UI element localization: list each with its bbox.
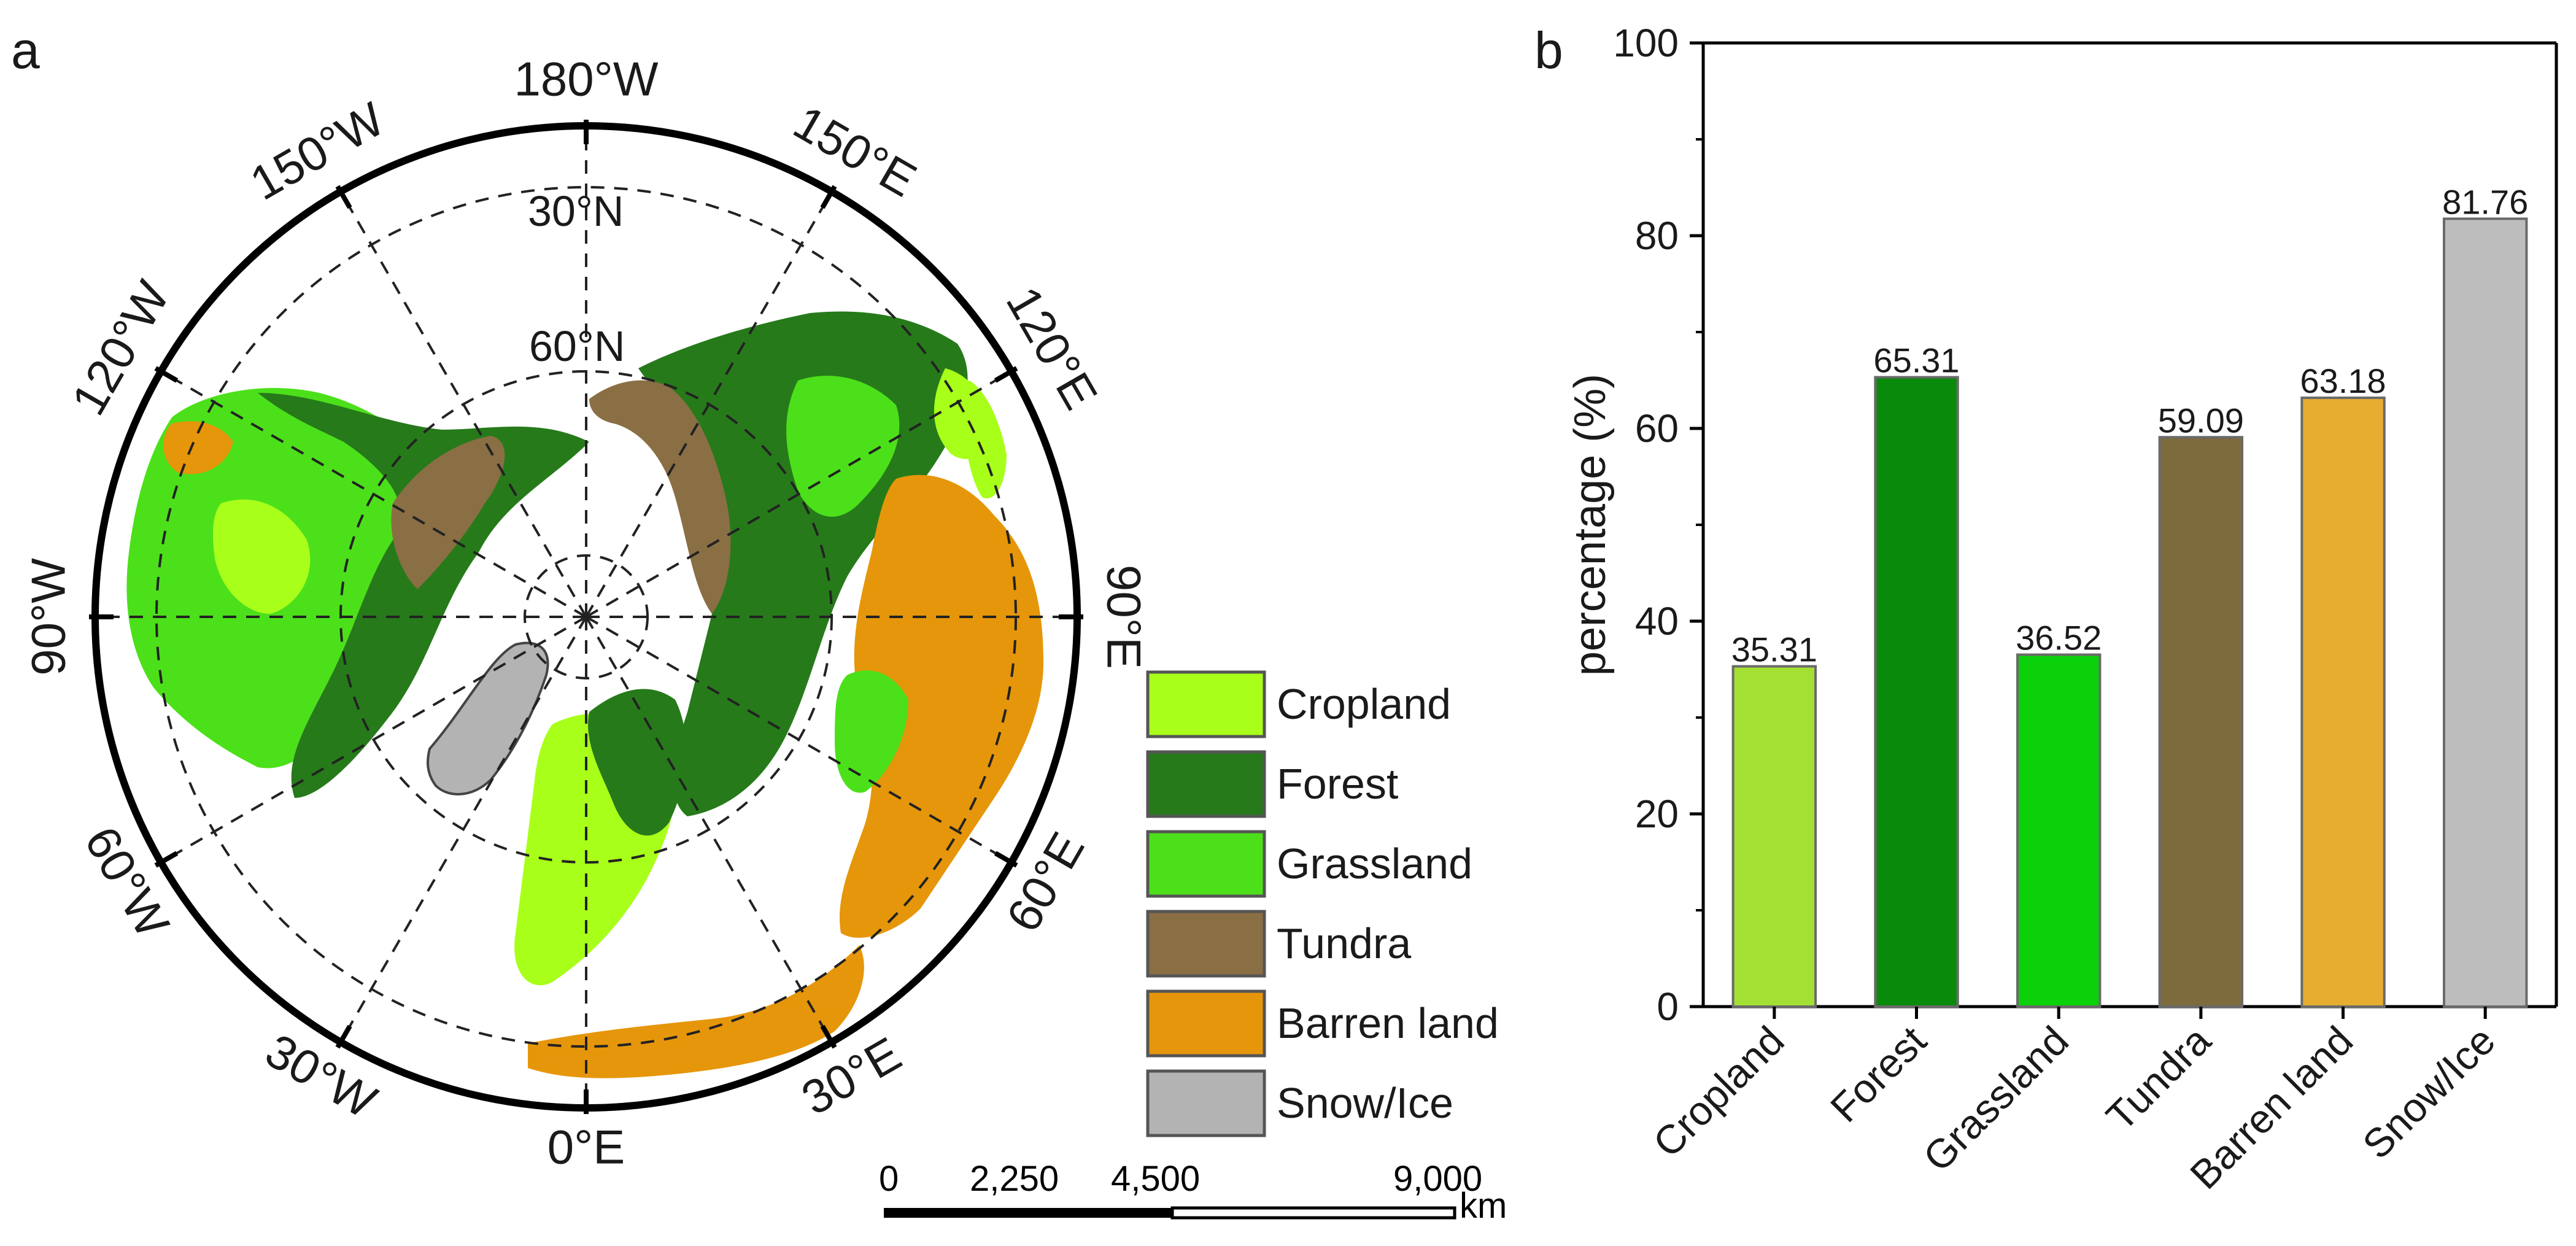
legend-swatch [1146,910,1266,978]
scale-tick-9000: 9,000 [1393,1159,1482,1199]
lon-label: 180°W [514,52,659,106]
y-tick-label: 80 [1635,214,1679,258]
graticule-meridian [585,191,833,618]
map-legend: Cropland Forest Grassland Tundra Barren land… [1146,670,1499,1137]
bar [2158,436,2243,1008]
panel-label-b: b [1534,21,1563,79]
x-tick-label: Snow/Ice [2354,1018,2504,1167]
lon-label: 150°E [785,95,926,207]
panel-label-a: a [11,21,40,79]
graticule-meridian [339,191,587,618]
scale-bar: 0 2,250 4,500 9,000 km [879,1159,1507,1226]
percentage-bar-chart: 0 20 40 60 80 100 percentage (%) 35.31 Cropland 6… [1566,21,2558,1198]
scale-bar-solid [884,1208,1172,1218]
region-europe-forest [588,689,687,836]
bar-value-label: 59.09 [2158,401,2244,439]
legend-label: Tundra [1277,919,1411,967]
y-axis-label: percentage (%) [1566,374,1615,676]
graticule [89,120,1083,1114]
lon-label: 90°W [21,558,75,676]
legend-swatch [1146,670,1266,738]
lon-label: 150°W [241,91,393,211]
graticule-meridian [160,616,587,864]
scale-bar-hollow [1170,1206,1456,1220]
scale-tick-0: 0 [879,1159,899,1199]
lon-label: 30°W [257,1023,385,1129]
bar [1731,665,1817,1008]
region-sahara-barren [528,945,864,1078]
scale-tick-2250: 2,250 [970,1159,1059,1199]
bar-value-label: 65.31 [1873,341,1959,380]
region-north-america-barren [163,421,233,474]
legend-swatch [1146,750,1266,818]
lon-label: 0°E [547,1120,625,1174]
region-east-asia-grass [835,670,908,793]
bar-value-label: 36.52 [2016,619,2102,657]
bar [2300,397,2386,1008]
x-tick-label: Forest [1822,1018,1935,1131]
bar-value-label: 63.18 [2300,362,2386,400]
legend-swatch [1146,989,1266,1058]
legend-swatch [1146,1069,1266,1137]
polar-land-cover-map: 180°W150°E120°E90°E60°E30°E0°E30°W60°W90… [21,52,1507,1226]
legend-label: Forest [1277,760,1398,808]
region-east-asia-cropland [964,381,1007,498]
graticule-meridian [585,370,1012,618]
x-tick-label: Cropland [1644,1018,1793,1166]
bar [2443,217,2528,1008]
y-tick-label: 40 [1635,599,1679,643]
scale-tick-4500: 4,500 [1111,1159,1200,1199]
y-tick-label: 0 [1657,985,1679,1029]
y-tick-label: 60 [1635,406,1679,451]
bar-value-label: 35.31 [1731,630,1817,669]
lon-label: 60°E [996,823,1094,940]
scale-unit: km [1460,1186,1507,1226]
legend-label: Grassland [1277,840,1472,888]
region-north-america-cropland [213,499,311,614]
region-eurasia-grass [786,376,900,517]
lat-label-30n: 30°N [528,187,624,235]
legend-label: Snow/Ice [1277,1079,1453,1127]
lon-label: 120°W [61,272,180,424]
legend-swatch [1146,830,1266,898]
region-central-asia-barren [840,474,1043,938]
legend-label: Cropland [1277,680,1451,728]
graticule-meridian [160,370,587,618]
region-greenland-snow [427,641,549,795]
x-tick-label: Grassland [1914,1018,2077,1180]
legend-label: Barren land [1277,999,1499,1047]
region-eurasia-tundra [589,380,731,614]
region-canada-tundra [391,436,505,589]
land-cover-regions [126,311,1043,1078]
lon-label: 60°W [74,818,180,946]
x-tick-label: Tundra [2097,1017,2219,1139]
bar-value-label: 81.76 [2442,182,2528,221]
lon-label: 120°E [996,277,1108,418]
graticule-meridian [585,616,833,1043]
bar [1874,376,1959,1008]
bar [2016,653,2102,1008]
lon-label: 90°E [1097,565,1151,669]
y-tick-label: 100 [1613,21,1679,65]
graticule-meridian [339,616,587,1043]
y-tick-label: 20 [1635,792,1679,836]
map-frame [91,122,1081,1112]
region-north-america-forest [258,393,589,798]
graticule-lat-80 [524,554,649,679]
graticule-meridian [585,616,1012,864]
lat-label-60n: 60°N [529,322,625,370]
